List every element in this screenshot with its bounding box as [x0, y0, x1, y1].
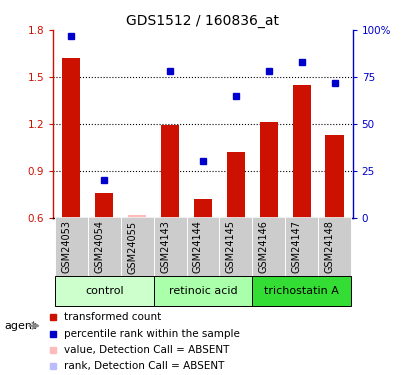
Text: value, Detection Call = ABSENT: value, Detection Call = ABSENT: [63, 345, 228, 355]
FancyBboxPatch shape: [153, 276, 252, 306]
FancyBboxPatch shape: [219, 217, 252, 276]
FancyBboxPatch shape: [252, 217, 285, 276]
Text: trichostatin A: trichostatin A: [263, 286, 338, 296]
Text: GSM24147: GSM24147: [291, 220, 301, 273]
FancyBboxPatch shape: [252, 276, 350, 306]
Bar: [62, 58, 80, 217]
Text: GSM24055: GSM24055: [127, 220, 137, 273]
Text: agent: agent: [4, 321, 36, 331]
FancyBboxPatch shape: [186, 217, 219, 276]
Text: GSM24144: GSM24144: [193, 220, 202, 273]
Bar: [193, 199, 211, 217]
Text: GSM24146: GSM24146: [258, 220, 268, 273]
Bar: [226, 152, 244, 217]
Bar: [292, 85, 310, 218]
Text: rank, Detection Call = ABSENT: rank, Detection Call = ABSENT: [63, 362, 223, 372]
Text: GSM24148: GSM24148: [324, 220, 334, 273]
Text: GSM24143: GSM24143: [160, 220, 170, 273]
Bar: [161, 125, 179, 218]
FancyBboxPatch shape: [55, 217, 88, 276]
FancyBboxPatch shape: [88, 217, 120, 276]
Text: control: control: [85, 286, 123, 296]
Text: GSM24053: GSM24053: [61, 220, 71, 273]
Text: transformed count: transformed count: [63, 312, 160, 322]
Bar: [259, 122, 277, 218]
Bar: [128, 215, 146, 217]
Title: GDS1512 / 160836_at: GDS1512 / 160836_at: [126, 13, 279, 28]
FancyBboxPatch shape: [317, 217, 350, 276]
Bar: [325, 135, 343, 218]
Text: GSM24145: GSM24145: [225, 220, 235, 273]
Text: retinoic acid: retinoic acid: [168, 286, 237, 296]
FancyBboxPatch shape: [153, 217, 186, 276]
FancyBboxPatch shape: [285, 217, 317, 276]
Text: GSM24054: GSM24054: [94, 220, 104, 273]
FancyBboxPatch shape: [120, 217, 153, 276]
FancyBboxPatch shape: [55, 276, 153, 306]
Text: percentile rank within the sample: percentile rank within the sample: [63, 328, 239, 339]
Bar: [95, 192, 113, 217]
